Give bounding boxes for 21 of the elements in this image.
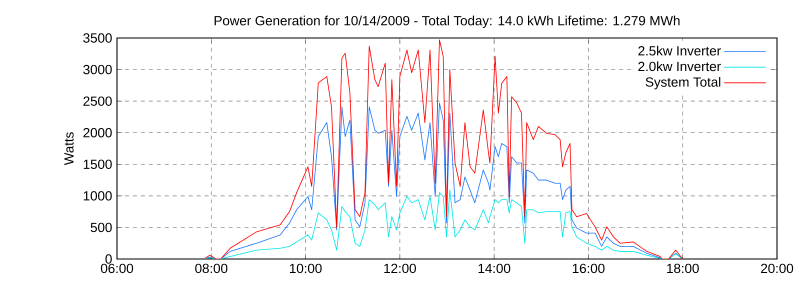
- y-tick-label: 2500: [83, 96, 112, 106]
- x-tick-label: 06:00: [100, 264, 134, 274]
- x-tick-label: 18:00: [667, 264, 699, 274]
- y-tick-label: 1000: [84, 191, 112, 201]
- y-tick-label: 1500: [84, 160, 112, 169]
- y-tick-label: 3000: [83, 64, 112, 74]
- x-tick-label: 12:00: [384, 264, 416, 274]
- y-tick-label: 3500: [83, 33, 112, 43]
- y-axis-title: Watts: [64, 132, 74, 166]
- x-tick-label: 08:00: [195, 264, 228, 274]
- legend-label: 2.0kw Inverter: [638, 61, 721, 72]
- chart-title: Power Generation for 10/14/2009 - Total Today: 14.0 kWh Lifetime: 1.279 MWh: [214, 16, 680, 28]
- legend-label: 2.5kw Inverter: [638, 46, 721, 56]
- x-tick-label: 10:00: [290, 264, 322, 274]
- y-tick-label: 0: [105, 254, 112, 264]
- y-tick-label: 2000: [83, 128, 112, 138]
- y-tick-label: 500: [90, 222, 112, 232]
- x-tick-label: 16:00: [572, 264, 605, 274]
- legend-label: System Total: [646, 76, 720, 90]
- x-tick-label: 20:00: [761, 264, 794, 274]
- x-tick-label: 14:00: [478, 264, 510, 274]
